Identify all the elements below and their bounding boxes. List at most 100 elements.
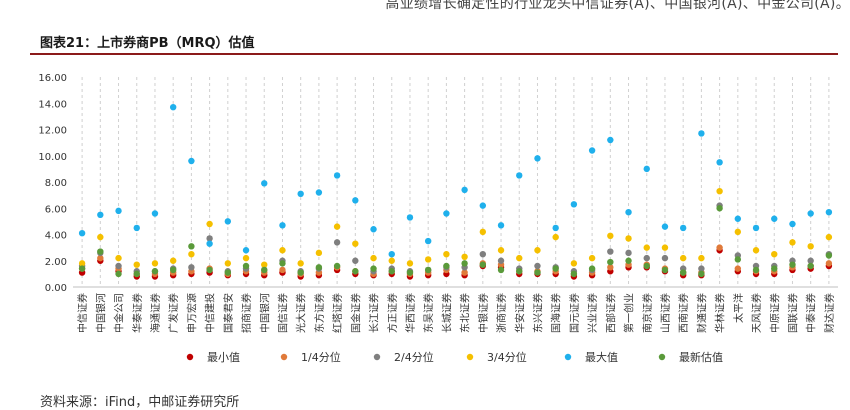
source-note: 资料来源：iFind，中邮证券研究所 bbox=[40, 395, 240, 410]
data-point-4 bbox=[661, 244, 669, 251]
x-tick-label: 中信建投 bbox=[204, 293, 217, 333]
data-point-5 bbox=[479, 202, 487, 209]
x-tick-label: 广发证券 bbox=[167, 293, 180, 333]
legend-marker bbox=[373, 353, 381, 361]
data-point-5 bbox=[78, 229, 86, 237]
data-point-5 bbox=[679, 224, 687, 232]
data-point-6 bbox=[333, 262, 341, 270]
data-point-6 bbox=[78, 265, 86, 272]
legend-label: 1/4分位 bbox=[301, 350, 341, 364]
data-point-4 bbox=[206, 220, 213, 228]
data-point-6 bbox=[242, 262, 250, 270]
data-point-5 bbox=[333, 172, 341, 179]
data-point-4 bbox=[115, 254, 122, 262]
x-tick-label: 东方证券 bbox=[313, 293, 326, 333]
data-point-4 bbox=[443, 250, 450, 258]
data-point-3 bbox=[643, 254, 650, 262]
data-point-3 bbox=[698, 265, 705, 272]
data-point-4 bbox=[169, 257, 177, 264]
data-point-2 bbox=[825, 260, 833, 267]
data-point-5 bbox=[206, 240, 213, 247]
x-tick-label: 红塔证券 bbox=[331, 293, 344, 333]
data-point-6 bbox=[643, 262, 650, 270]
data-point-6 bbox=[461, 260, 468, 267]
legend-marker bbox=[186, 353, 194, 361]
figure-title-bar: 图表21：上市券商PB（MRQ）估值 bbox=[30, 27, 838, 55]
x-tick-label: 太平洋 bbox=[732, 293, 745, 323]
data-point-6 bbox=[607, 258, 614, 266]
x-tick-label: 光大证券 bbox=[295, 293, 308, 333]
data-point-2 bbox=[716, 244, 723, 251]
data-point-5 bbox=[552, 224, 559, 232]
data-point-5 bbox=[388, 250, 395, 258]
data-point-4 bbox=[534, 247, 541, 254]
data-point-5 bbox=[643, 165, 650, 173]
legend-label: 最大值 bbox=[585, 350, 618, 364]
data-point-5 bbox=[625, 208, 632, 216]
legend-marker bbox=[658, 353, 666, 361]
y-tick-label: 4.00 bbox=[45, 231, 67, 242]
data-point-2 bbox=[279, 266, 286, 274]
data-point-3 bbox=[188, 264, 195, 271]
data-point-5 bbox=[516, 172, 523, 179]
data-point-5 bbox=[352, 197, 359, 204]
x-tick-label: 南京证券 bbox=[641, 293, 654, 333]
data-point-3 bbox=[534, 262, 541, 270]
data-point-5 bbox=[315, 189, 323, 196]
data-point-2 bbox=[607, 264, 614, 271]
data-point-5 bbox=[169, 103, 177, 111]
data-point-5 bbox=[734, 215, 742, 222]
data-point-6 bbox=[698, 270, 705, 278]
data-point-5 bbox=[261, 180, 268, 187]
x-tick-label: 财达证券 bbox=[823, 293, 836, 333]
data-point-4 bbox=[771, 250, 778, 258]
x-tick-label: 东吴证券 bbox=[422, 293, 435, 333]
data-point-5 bbox=[461, 186, 468, 194]
data-point-2 bbox=[461, 269, 468, 276]
data-point-6 bbox=[625, 257, 632, 264]
data-point-4 bbox=[607, 232, 614, 240]
x-tick-label: 西南证券 bbox=[677, 293, 690, 333]
data-point-4 bbox=[224, 260, 232, 267]
data-point-6 bbox=[352, 268, 359, 275]
x-tick-label: 国元证券 bbox=[568, 293, 581, 333]
data-point-6 bbox=[752, 266, 760, 274]
data-point-6 bbox=[825, 252, 833, 259]
data-point-6 bbox=[97, 248, 104, 255]
data-point-6 bbox=[261, 266, 268, 274]
data-point-4 bbox=[807, 243, 814, 250]
data-point-5 bbox=[497, 222, 505, 229]
data-point-5 bbox=[188, 157, 195, 165]
x-tick-label: 招商证券 bbox=[240, 293, 253, 333]
data-point-4 bbox=[333, 223, 341, 230]
legend-label: 最小值 bbox=[207, 351, 240, 364]
data-point-4 bbox=[352, 240, 359, 247]
data-point-5 bbox=[242, 247, 250, 254]
data-point-6 bbox=[679, 269, 687, 276]
data-point-5 bbox=[771, 215, 778, 222]
data-point-6 bbox=[516, 268, 523, 275]
data-point-4 bbox=[388, 257, 395, 264]
data-point-3 bbox=[115, 262, 122, 270]
data-point-6 bbox=[115, 270, 122, 278]
data-point-5 bbox=[752, 224, 760, 232]
x-tick-label: 华西证券 bbox=[404, 293, 417, 333]
data-point-6 bbox=[169, 266, 177, 274]
x-tick-label: 山西证券 bbox=[659, 293, 672, 333]
x-tick-label: 华安证券 bbox=[513, 293, 526, 333]
x-tick-label: 中泰证券 bbox=[805, 293, 818, 333]
legend-label: 2/4分位 bbox=[394, 350, 434, 364]
data-point-3 bbox=[497, 257, 505, 264]
data-point-4 bbox=[716, 187, 723, 195]
x-tick-label: 西部证券 bbox=[604, 293, 617, 333]
data-point-6 bbox=[406, 269, 414, 276]
data-point-3 bbox=[479, 250, 487, 258]
data-point-6 bbox=[716, 205, 723, 212]
data-point-4 bbox=[406, 260, 414, 267]
data-point-4 bbox=[188, 250, 195, 258]
data-point-4 bbox=[825, 233, 833, 241]
data-point-5 bbox=[279, 222, 286, 229]
data-point-4 bbox=[279, 247, 286, 254]
data-point-6 bbox=[424, 266, 432, 274]
data-point-4 bbox=[315, 249, 323, 257]
